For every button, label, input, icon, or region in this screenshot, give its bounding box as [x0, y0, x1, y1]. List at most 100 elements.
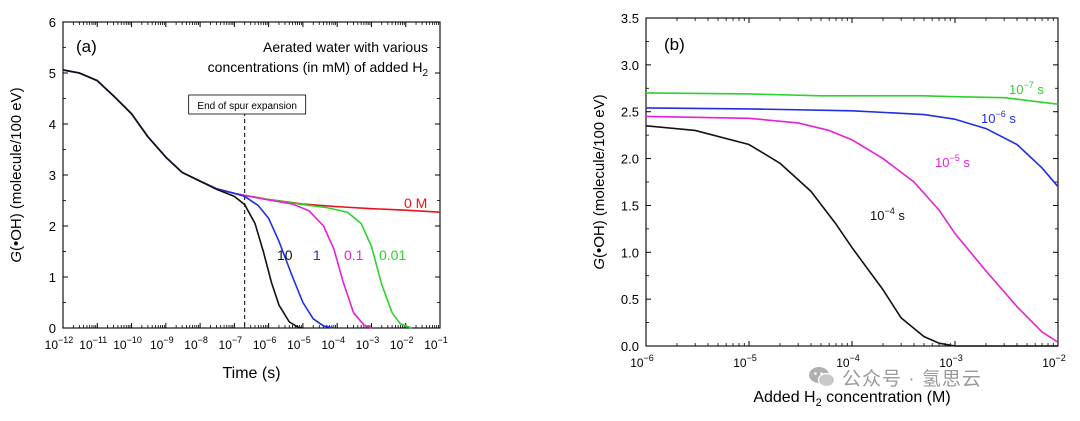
- panel-a-y-tick-label: 6: [49, 15, 56, 30]
- y-label-italic: G: [8, 251, 25, 263]
- panel-a-x-tick-label: 10−3: [356, 335, 380, 352]
- tick-exponent: −9: [163, 335, 173, 345]
- panel-a: 10−12 10−11 10−10 10−9 10−8 10−7 10−6 10−5 10−4 1…: [8, 15, 448, 382]
- tick-exponent: −12: [58, 335, 73, 345]
- panel-b-x-tick-label: 10−6: [630, 353, 654, 370]
- panel-a-x-tick-label: 10−5: [287, 335, 311, 352]
- panel-b-y-axis-label: G(•OH) (molecule/100 eV): [591, 94, 608, 269]
- y-label-rest: (•OH) (molecule/100 eV): [8, 87, 25, 251]
- panel-a-x-tick-label: 10−8: [184, 335, 208, 352]
- panel-a-y-tick-label: 0: [49, 321, 56, 336]
- panel-a-y-tick-label: 3: [49, 168, 56, 183]
- x-label-post: concentration (M): [822, 389, 951, 406]
- panel-a-x-tick-label: 10−7: [219, 335, 243, 352]
- panel-a-y-tick-label: 5: [49, 66, 56, 81]
- panel-a-series-label-0: 0 M: [404, 195, 427, 211]
- label-base: 10: [870, 208, 884, 223]
- label-exponent: −4: [884, 206, 894, 216]
- panel-a-x-tick-label: 10−4: [321, 335, 345, 352]
- tick-base: 10: [1042, 356, 1056, 370]
- panel-b-series-label-0: 10−7 s: [1009, 80, 1044, 97]
- y-label-rest: (•OH) (molecule/100 eV): [591, 94, 608, 258]
- tick-base: 10: [836, 356, 850, 370]
- panel-b-y-tick-label: 0.5: [621, 292, 639, 307]
- panel-a-x-tick-label: 10−2: [390, 335, 414, 352]
- label-unit: s: [1006, 111, 1017, 126]
- tick-base: 10: [113, 338, 127, 352]
- tick-exponent: −11: [93, 335, 108, 345]
- panel-a-y-tick-label: 4: [49, 117, 56, 132]
- panel-b: 10−6 10−5 10−4 10−3 10−20.00.51.01.52.02.53.…: [591, 11, 1066, 409]
- panel-b-y-tick-label: 3.0: [621, 58, 639, 73]
- tick-exponent: −10: [127, 335, 142, 345]
- panel-b-series-line-0: [645, 92, 1059, 106]
- tick-exponent: −4: [335, 335, 345, 345]
- panel-a-spur-label-box: [188, 94, 307, 115]
- tick-exponent: −8: [198, 335, 208, 345]
- panel-b-label: (b): [664, 35, 685, 54]
- tick-exponent: −2: [1056, 353, 1066, 363]
- wechat-icon: [809, 367, 836, 388]
- panel-a-y-tick-label: 1: [49, 270, 56, 285]
- panel-b-y-tick-label: 3.5: [621, 11, 639, 26]
- x-label-subscript: 2: [816, 397, 822, 409]
- label-base: 10: [935, 155, 949, 170]
- panel-a-label: (a): [76, 37, 97, 56]
- panel-b-x-tick-label: 10−2: [1042, 353, 1066, 370]
- panel-a-note-line1: Aerated water with various: [263, 39, 428, 55]
- tick-base: 10: [733, 356, 747, 370]
- tick-exponent: −2: [403, 335, 413, 345]
- tick-base: 10: [939, 356, 953, 370]
- panel-b-x-tick-label: 10−5: [733, 353, 757, 370]
- label-exponent: −7: [1023, 80, 1033, 90]
- label-base: 10: [1009, 82, 1023, 97]
- watermark-text: 公众号 · 氢思云: [842, 368, 982, 390]
- panel-b-series-label-1: 10−6 s: [981, 109, 1016, 126]
- tick-exponent: −5: [747, 353, 757, 363]
- label-base: 10: [981, 111, 995, 126]
- panel-b-y-tick-label: 2.5: [621, 105, 639, 120]
- panel-b-y-tick-label: 0.0: [621, 339, 639, 354]
- panel-a-y-tick-label: 2: [49, 219, 56, 234]
- label-unit: s: [1034, 82, 1045, 97]
- label-exponent: −6: [995, 109, 1005, 119]
- panel-a-y-axis-label: G(•OH) (molecule/100 eV): [8, 87, 25, 262]
- panel-b-series-line-1: [645, 107, 1059, 188]
- panel-a-x-tick-label: 10−1: [424, 335, 448, 352]
- panel-b-x-tick-label: 10−3: [939, 353, 963, 370]
- panel-b-y-tick-label: 1.0: [621, 245, 639, 260]
- panel-b-series-line-3: [645, 124, 1058, 347]
- tick-base: 10: [356, 338, 370, 352]
- note-text: concentrations (in mM) of added H: [208, 59, 423, 75]
- panel-b-series-label-3: 10−4 s: [870, 206, 905, 223]
- panel-b-x-axis-label: Added H2 concentration (M): [753, 389, 950, 409]
- panel-a-series-label-1: 0.01: [379, 247, 406, 263]
- note-subscript: 2: [422, 68, 428, 79]
- tick-exponent: −6: [266, 335, 276, 345]
- label-unit: s: [960, 155, 971, 170]
- label-unit: s: [895, 208, 906, 223]
- y-label-italic: G: [591, 258, 608, 270]
- tick-exponent: −3: [953, 353, 963, 363]
- tick-base: 10: [184, 338, 198, 352]
- tick-exponent: −7: [232, 335, 242, 345]
- panel-a-x-tick-label: 10−12: [45, 335, 74, 352]
- panel-a-x-axis-label: Time (s): [222, 365, 280, 382]
- tick-base: 10: [45, 338, 59, 352]
- tick-base: 10: [424, 338, 438, 352]
- x-label-pre: Added H: [753, 389, 815, 406]
- tick-base: 10: [253, 338, 267, 352]
- tick-base: 10: [79, 338, 93, 352]
- tick-base: 10: [287, 338, 301, 352]
- tick-base: 10: [219, 338, 233, 352]
- panel-b-y-tick-label: 1.5: [621, 198, 639, 213]
- panel-a-series-label-4: 10: [277, 247, 293, 263]
- panel-b-series-label-2: 10−5 s: [935, 153, 970, 170]
- panel-a-x-tick-label: 10−6: [253, 335, 277, 352]
- panel-a-x-tick-label: 10−11: [79, 335, 107, 352]
- tick-base: 10: [390, 338, 404, 352]
- tick-exponent: −1: [438, 335, 448, 345]
- tick-exponent: −3: [369, 335, 379, 345]
- panel-b-plot-frame: [645, 17, 1059, 347]
